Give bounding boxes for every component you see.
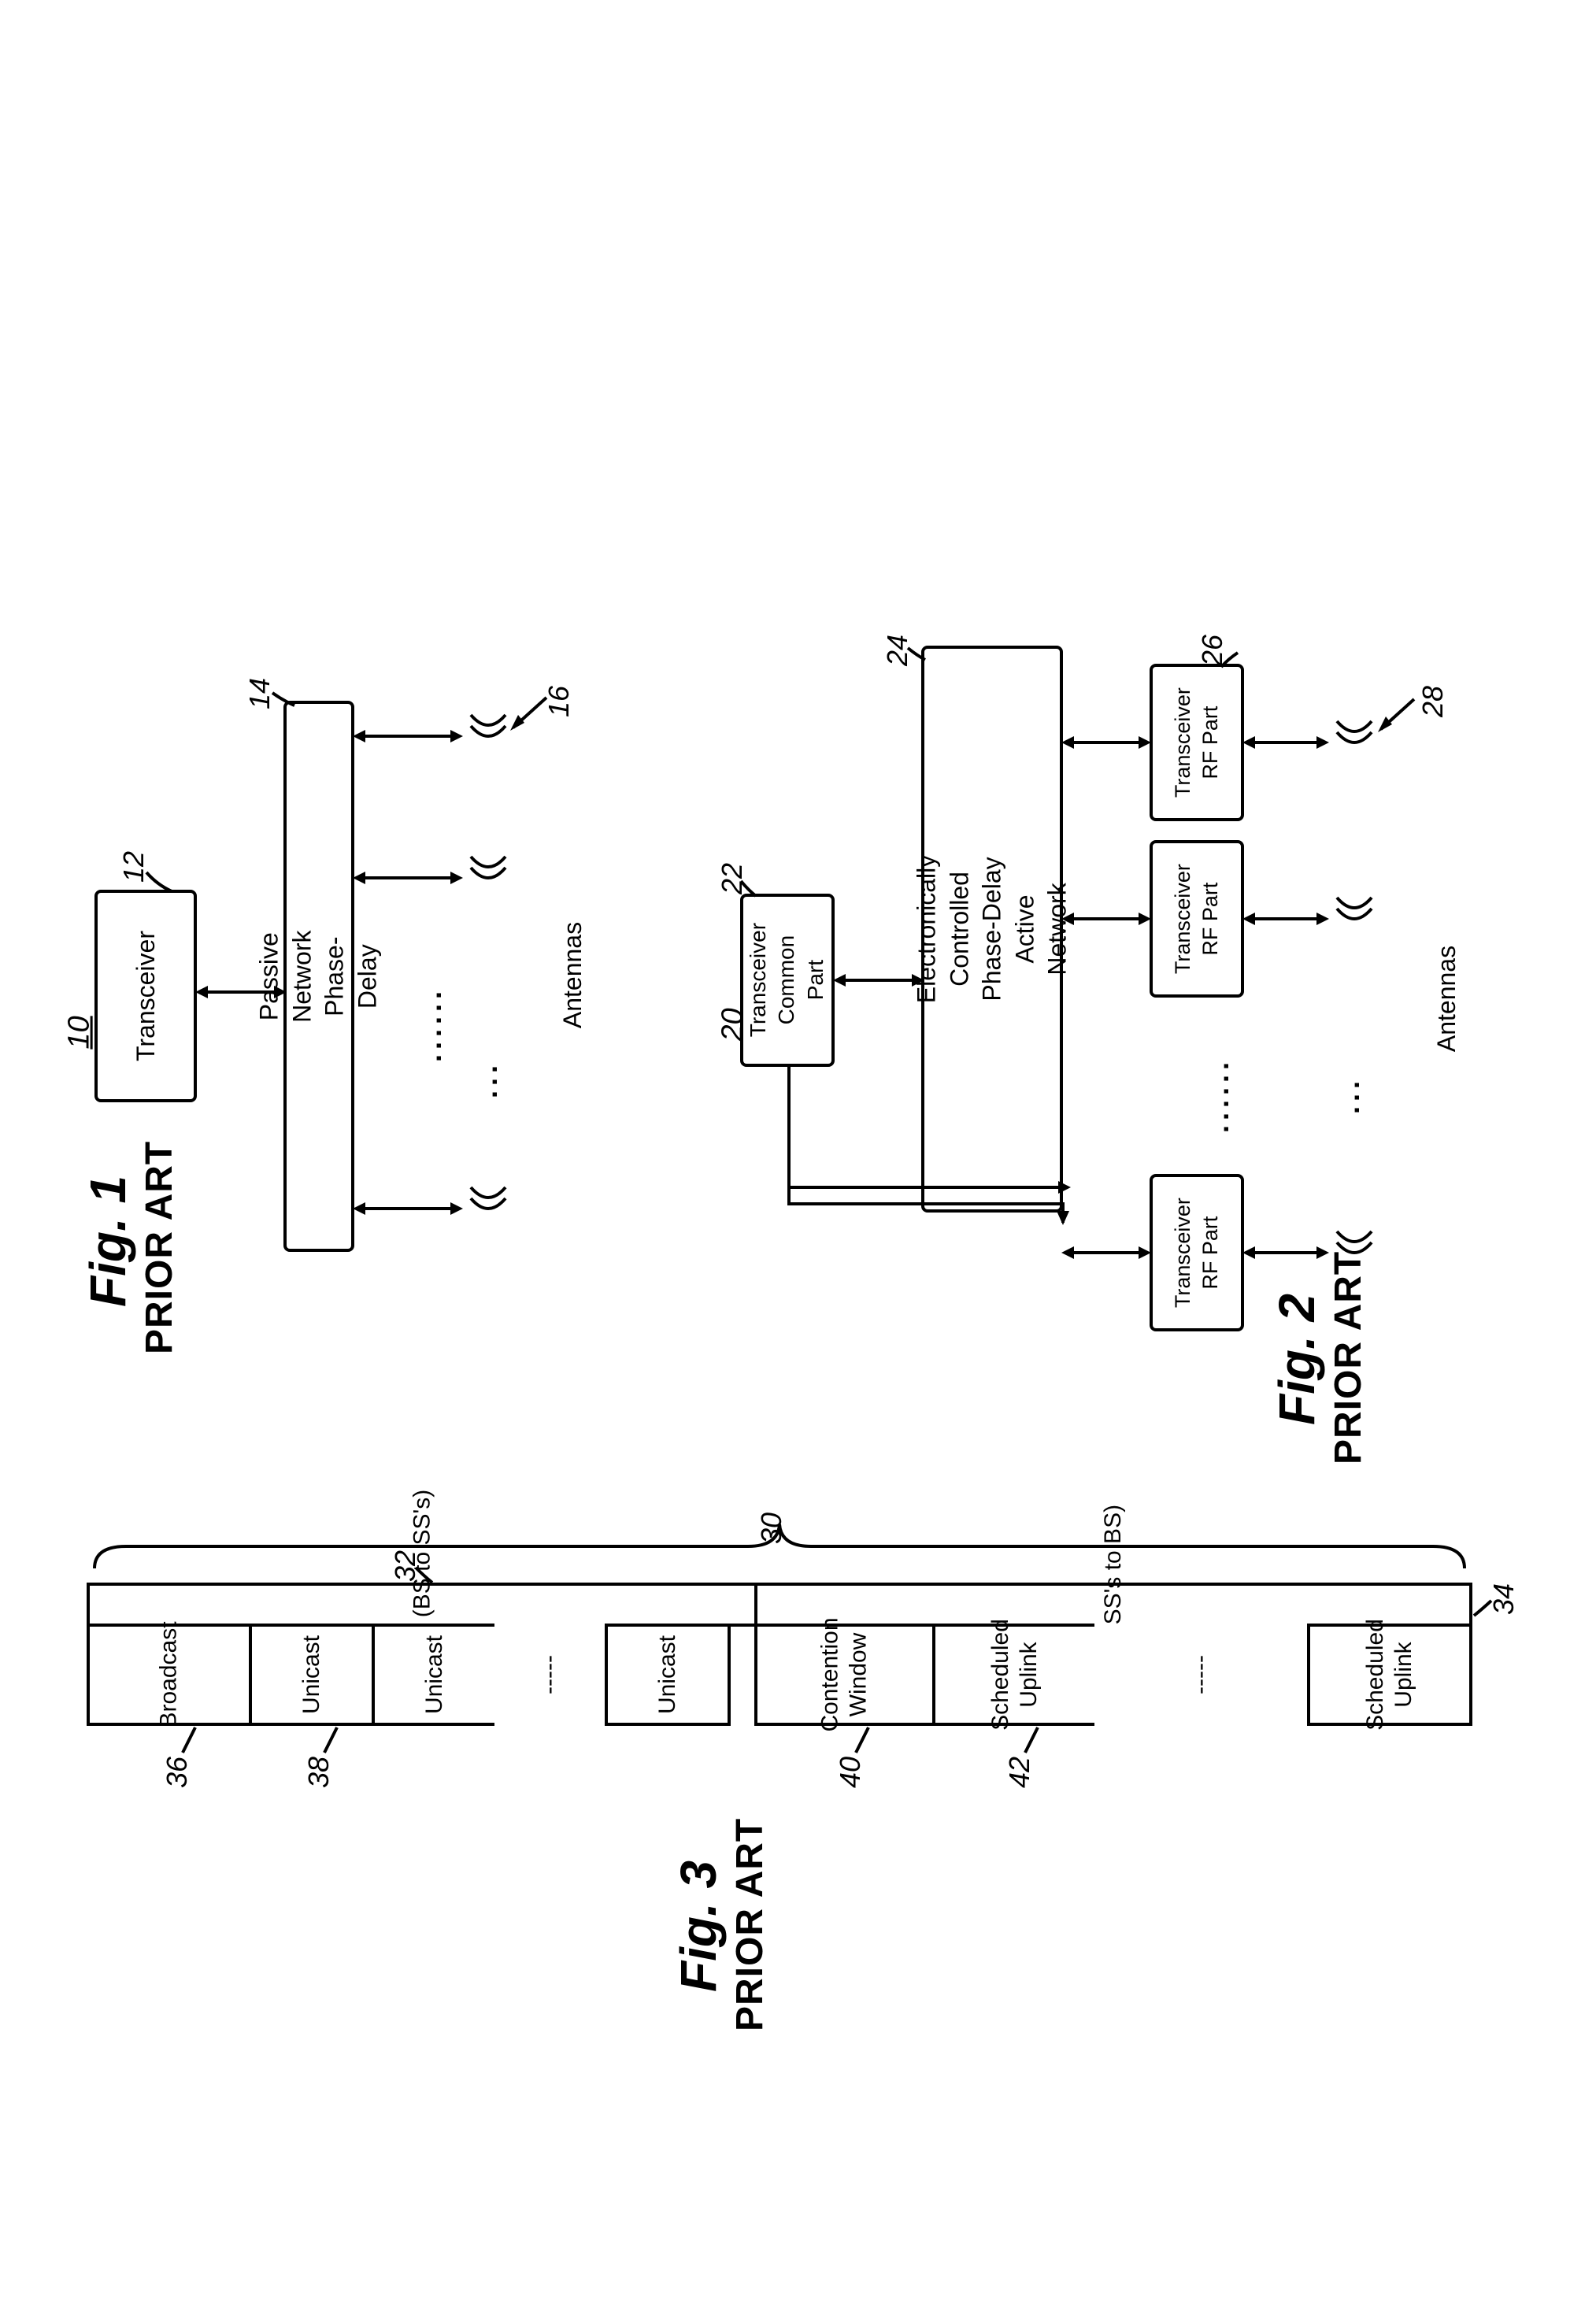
fig2-feedback-path (779, 1065, 1079, 1223)
fig2-arrow-net-rf2 (1061, 907, 1151, 931)
fig2-common-line2: Common Part (775, 935, 828, 1025)
fig1-title: Fig. 1 (79, 1176, 137, 1307)
fig3-unicast-1: Unicast (249, 1624, 375, 1726)
fig1-antennas-label: Antennas (558, 922, 587, 1028)
ref-38-leader (321, 1724, 342, 1756)
fig3-contention-ref: 40 (834, 1757, 867, 1788)
fig1-arrow-trans-net (195, 980, 287, 1004)
fig2-arrow-net-rf1 (1061, 731, 1151, 754)
ref-24-leader (905, 646, 929, 665)
fig3-scheduled-ref: 42 (1003, 1757, 1036, 1788)
fig2-subtitle: PRIOR ART (1327, 1251, 1370, 1464)
fig1-vertical-dots2: ... (471, 1061, 504, 1098)
fig1-transceiver-label: Transceiver (124, 924, 168, 1068)
fig2-common-box: Transceiver Common Part (740, 894, 835, 1067)
antenna-icon-2b (1331, 891, 1378, 939)
fig3-broadcast: Broadcast (87, 1624, 252, 1726)
ref-12-leader (142, 868, 181, 899)
ref-26-leader (1219, 650, 1242, 669)
fig1-network-line2: Phase-Delay (320, 936, 382, 1016)
fig2-network-text: Electronically Controlled Phase-Delay Ac… (910, 855, 1074, 1004)
fig3-unicast-ref: 38 (302, 1757, 335, 1788)
fig2-network-line2: Phase-Delay (977, 857, 1005, 1001)
fig3-subtitle: PRIOR ART (728, 1818, 772, 2031)
antenna-icon-1d (465, 1181, 512, 1228)
fig3-downlink-dots: ----- (494, 1624, 605, 1726)
antenna-icon-1a (465, 709, 512, 756)
fig2-arrow-common-net (833, 968, 924, 992)
fig2-rf-text-1: Transceiver RF Part (1169, 687, 1224, 798)
fig1-network-line1: Passive Network (255, 930, 317, 1022)
fig2-common-line1: Transceiver (746, 923, 770, 1037)
fig2-rf-box-2: Transceiver RF Part (1150, 840, 1244, 998)
fig3-contention: Contention Window (754, 1624, 935, 1726)
fig1-arrow-ant2 (353, 866, 463, 890)
fig1-network-box: Passive Network Phase-Delay (283, 701, 354, 1252)
fig3-frame-ref: 30 (755, 1513, 788, 1544)
ref-28-leader (1378, 694, 1425, 734)
fig2-arrow-rf-ant3 (1242, 1241, 1329, 1264)
fig2-rf-box-3: Transceiver RF Part (1150, 1174, 1244, 1331)
fig1-transceiver-box: Transceiver (94, 890, 197, 1102)
fig2-ant-dots: ... (1333, 1076, 1366, 1114)
fig3-header-downlink: Downlink (BS to SS's) (87, 1583, 757, 1627)
ref-16-leader (510, 693, 557, 732)
fig3-sched-text-2: Scheduled Uplink (1361, 1619, 1418, 1731)
ref-32-leader (413, 1565, 437, 1587)
fig2-arrow-rf-ant2 (1242, 907, 1329, 931)
fig1-network-text: Passive Network Phase-Delay (254, 930, 384, 1022)
fig1-vertical-dots: ...... (415, 987, 448, 1062)
antenna-icon-1b (465, 850, 512, 898)
antenna-icon-2a (1331, 715, 1378, 762)
fig3-sched-text-1: Scheduled Uplink (987, 1619, 1043, 1731)
fig3-uplink-dots: ----- (1094, 1624, 1307, 1726)
patent-figures-page: 10 Transceiver 12 Passive Network Phase-… (39, 39, 1557, 2150)
fig2-title: Fig. 2 (1268, 1294, 1326, 1425)
ref-42-leader (1022, 1724, 1042, 1756)
fig2-rf-text-3: Transceiver RF Part (1169, 1198, 1224, 1308)
ref-36-leader (180, 1724, 200, 1756)
fig2-antennas-label: Antennas (1432, 946, 1461, 1052)
fig1-system-ref: 10 (63, 1016, 97, 1049)
fig2-rf-text-2: Transceiver RF Part (1169, 864, 1224, 974)
ref-14-leader (269, 690, 301, 713)
fig3-broadcast-ref: 36 (161, 1757, 194, 1788)
fig1-subtitle: PRIOR ART (138, 1141, 181, 1354)
ref-22-leader (739, 878, 762, 902)
fig1-arrow-ant1 (353, 724, 463, 748)
ref-34-leader (1471, 1598, 1494, 1620)
fig2-rf-box-1: Transceiver RF Part (1150, 664, 1244, 821)
fig3-scheduled-2: Scheduled Uplink (1307, 1624, 1472, 1726)
fig2-arrow-rf-ant1 (1242, 731, 1329, 754)
fig3-unicast-3: Unicast (605, 1624, 731, 1726)
fig3-contention-text: Contention Window (817, 1617, 873, 1731)
fig2-common-text: Transceiver Common Part (744, 923, 830, 1037)
ref-40-leader (853, 1724, 873, 1756)
fig3-unicast-2: Unicast (372, 1624, 498, 1726)
fig2-rf-dots: ...... (1202, 1057, 1235, 1133)
fig1-arrow-ant4 (353, 1197, 463, 1220)
fig3-scheduled-1: Scheduled Uplink (932, 1624, 1098, 1726)
fig3-title: Fig. 3 (669, 1861, 728, 1992)
fig2-arrow-net-rf3 (1061, 1241, 1151, 1264)
